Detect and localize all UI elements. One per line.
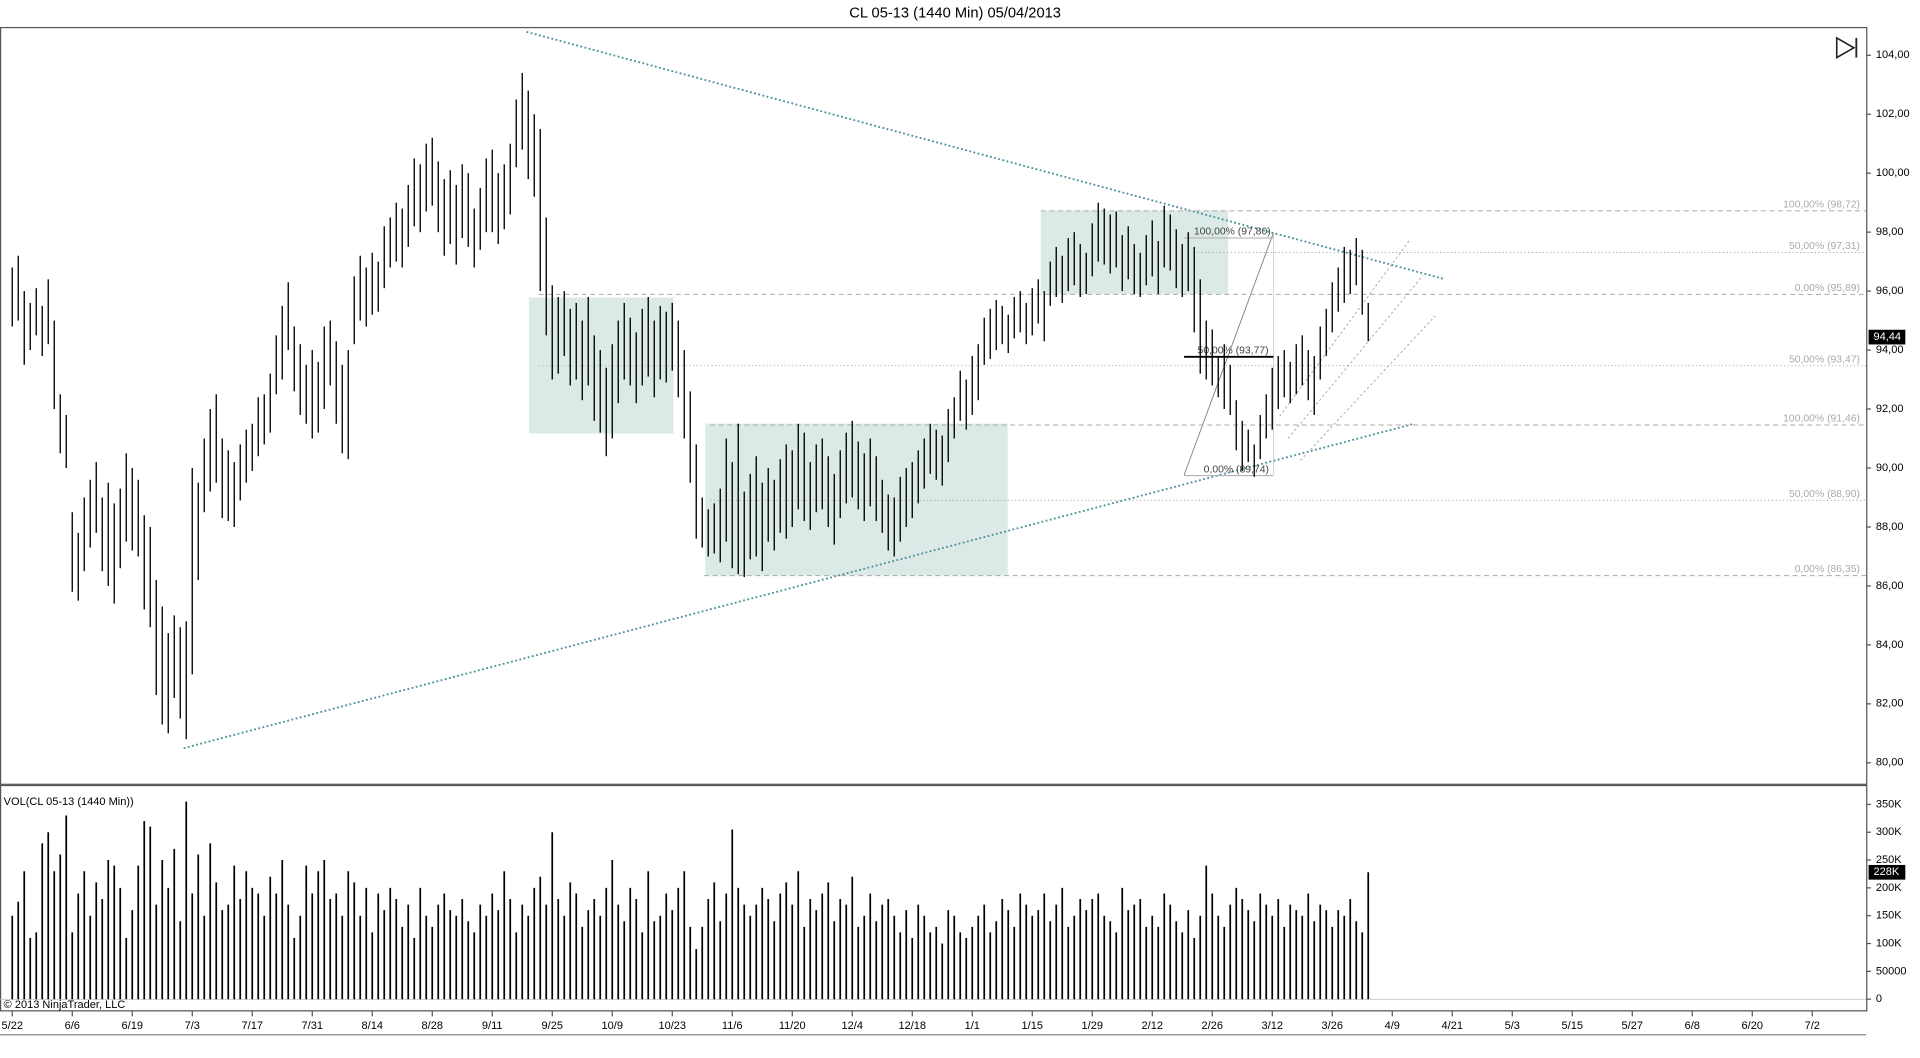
y-tick-label: 300K [1876, 826, 1902, 838]
last-volume-marker [1868, 864, 1906, 880]
y-tick-label: 150K [1876, 910, 1902, 922]
y-tick-label: 104,00 [1876, 49, 1910, 61]
x-tick-label: 6/8 [1685, 1020, 1700, 1032]
x-tick-label: 7/2 [1805, 1020, 1820, 1032]
y-tick-label: 88,00 [1876, 521, 1904, 533]
x-tick-label: 5/27 [1622, 1020, 1643, 1032]
x-tick-label: 8/14 [362, 1020, 383, 1032]
y-tick-label: 350K [1876, 798, 1902, 810]
y-tick-label: 102,00 [1876, 108, 1910, 120]
x-tick-label: 6/20 [1742, 1020, 1763, 1032]
x-tick-label: 12/4 [842, 1020, 863, 1032]
y-tick-label: 90,00 [1876, 462, 1904, 474]
play-icon[interactable] [1835, 36, 1856, 59]
x-tick-label: 10/9 [602, 1020, 623, 1032]
y-tick-label: 50000 [1876, 965, 1907, 977]
x-tick-label: 11/6 [722, 1020, 743, 1032]
fib-label: 0,00% (86,35) [1795, 564, 1860, 575]
fib-label: 100,00% (97,80) [1194, 227, 1271, 238]
x-tick-label: 1/15 [1022, 1020, 1043, 1032]
y-tick-label: 0 [1876, 993, 1882, 1005]
x-tick-label: 8/28 [422, 1020, 443, 1032]
y-tick-label: 200K [1876, 882, 1902, 894]
fib-label: 50,00% (88,90) [1789, 489, 1860, 500]
y-tick-label: 82,00 [1876, 698, 1904, 710]
y-tick-label: 98,00 [1876, 226, 1904, 238]
y-tick-label: 92,00 [1876, 403, 1904, 415]
y-tick-label: 100,00 [1876, 167, 1910, 179]
x-tick-label: 1/29 [1082, 1020, 1103, 1032]
x-tick-label: 5/22 [2, 1020, 23, 1032]
x-tick-label: 6/6 [65, 1020, 80, 1032]
fib-label: 100,00% (98,72) [1783, 200, 1860, 211]
x-tick-label: 4/9 [1385, 1020, 1400, 1032]
x-tick-label: 7/17 [242, 1020, 263, 1032]
scroll-end-button[interactable] [1835, 36, 1858, 59]
volume-panel [0, 784, 1868, 1012]
last-price-marker [1868, 329, 1906, 345]
x-tick-label: 3/12 [1262, 1020, 1283, 1032]
price-panel [0, 26, 1868, 785]
x-tick-label: 10/23 [658, 1020, 686, 1032]
x-tick-label: 6/19 [122, 1020, 143, 1032]
x-tick-label: 4/21 [1442, 1020, 1463, 1032]
y-tick-label: 86,00 [1876, 580, 1904, 592]
last-price-label: 94,44 [1873, 331, 1901, 343]
x-tick-label: 11/20 [779, 1020, 806, 1032]
channel-line [1300, 315, 1436, 461]
y-tick-label: 94,00 [1876, 344, 1904, 356]
x-tick-label: 7/3 [185, 1020, 200, 1032]
y-tick-label: 250K [1876, 854, 1902, 866]
x-tick-label: 9/25 [542, 1020, 563, 1032]
fib-trend [1183, 232, 1274, 476]
x-tick-label: 2/26 [1202, 1020, 1223, 1032]
y-tick-label: 80,00 [1876, 757, 1904, 769]
x-tick-label: 3/26 [1322, 1020, 1343, 1032]
copyright: © 2013 NinjaTrader, LLC [4, 999, 126, 1011]
y-tick-label: 100K [1876, 937, 1902, 949]
fib-label: 50,00% (93,77) [1198, 345, 1269, 356]
x-tick-label: 5/3 [1505, 1020, 1520, 1032]
x-tick-label: 12/18 [898, 1020, 926, 1032]
last-volume-label: 228K [1873, 866, 1899, 878]
fib-label: 0,00% (95,89) [1795, 283, 1860, 294]
channel-line [1287, 275, 1424, 439]
volume-title: VOL(CL 05-13 (1440 Min)) [4, 796, 134, 808]
fib-label: 50,00% (93,47) [1789, 354, 1860, 365]
x-tick-label: 1/1 [965, 1020, 980, 1032]
fib-label: 0,00% (89,74) [1204, 464, 1269, 475]
x-tick-label: 5/15 [1562, 1020, 1583, 1032]
x-tick-label: 2/12 [1142, 1020, 1163, 1032]
chart-title: CL 05-13 (1440 Min) 05/04/2013 [849, 5, 1061, 21]
x-tick-label: 7/31 [302, 1020, 323, 1032]
x-tick-label: 9/11 [482, 1020, 503, 1032]
y-tick-label: 84,00 [1876, 639, 1904, 651]
fib-label: 100,00% (91,46) [1783, 414, 1860, 425]
y-tick-label: 96,00 [1876, 285, 1904, 297]
fib-label: 50,00% (97,31) [1789, 241, 1860, 252]
